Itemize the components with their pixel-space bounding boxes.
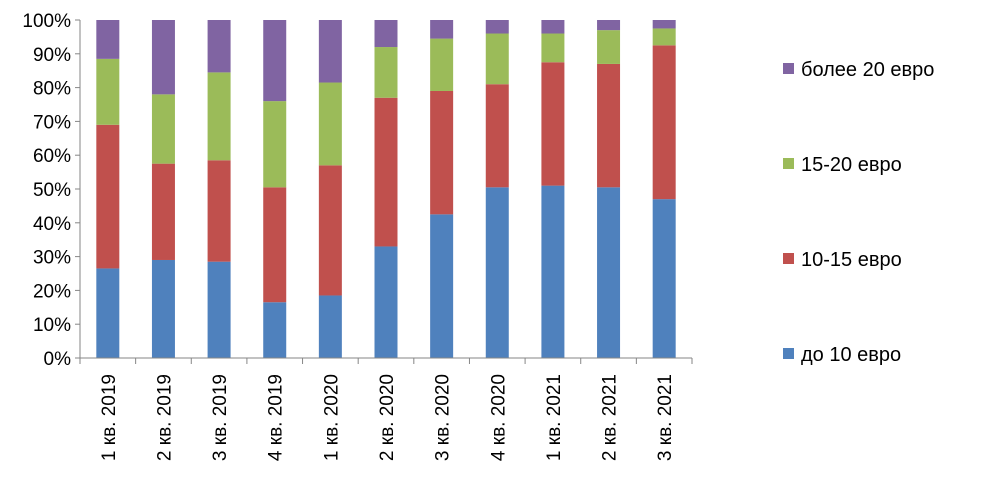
legend-label: 15-20 евро (801, 154, 902, 176)
bar-segment-7-series-1 (430, 214, 454, 358)
bar-segment-4-series-4 (263, 20, 287, 102)
bar-segment-9-series-3 (541, 33, 565, 63)
legend-label: более 20 евро (801, 59, 934, 81)
bar-segment-3-series-4 (207, 20, 231, 73)
x-category-label: 3 кв. 2019 (210, 374, 231, 461)
x-category-label: 1 кв. 2021 (544, 374, 565, 461)
x-category-label: 2 кв. 2020 (377, 374, 398, 461)
y-tick-label: 50% (33, 180, 71, 201)
bar-segment-9-series-1 (541, 185, 565, 358)
bar-segment-7-series-4 (430, 20, 454, 39)
legend: более 20 евро 15-20 евро 10-15 евро до 10 е… (783, 59, 934, 366)
bar-segment-4-series-1 (263, 302, 287, 358)
bar-segment-11-series-3 (652, 28, 676, 46)
bar-segment-2-series-3 (151, 94, 175, 164)
bar-segment-8-series-1 (485, 187, 509, 358)
x-category-label: 3 кв. 2021 (655, 374, 676, 461)
y-tick-label: 60% (33, 146, 71, 167)
y-tick-label: 80% (33, 79, 71, 100)
bar-segment-9-series-2 (541, 62, 565, 186)
y-tick-label: 40% (33, 214, 71, 235)
legend-swatch (783, 158, 794, 169)
bar-segment-9-series-4 (541, 20, 565, 34)
bar-segment-1-series-3 (96, 58, 120, 125)
bar-segment-11-series-4 (652, 20, 676, 29)
bar-segment-10-series-1 (597, 187, 621, 358)
legend-swatch (783, 63, 794, 74)
y-tick-label: 0% (44, 349, 72, 370)
bar-segment-6-series-3 (374, 47, 398, 98)
x-category-label: 4 кв. 2020 (488, 374, 509, 461)
bar-segment-5-series-1 (318, 295, 342, 358)
bar-segment-6-series-4 (374, 20, 398, 48)
legend-swatch (783, 253, 794, 264)
bar-segment-5-series-3 (318, 82, 342, 166)
x-category-label: 2 кв. 2019 (154, 374, 175, 461)
bar-segment-4-series-2 (263, 187, 287, 303)
y-tick-label: 20% (33, 281, 71, 302)
bar-segment-2-series-2 (151, 163, 175, 260)
x-category-label: 3 кв. 2020 (433, 374, 454, 461)
x-category-label: 4 кв. 2019 (266, 374, 287, 461)
y-tick-labels: 0% 10% 20% 30% 40% 50% 60% 70% 80% 90% 100% (22, 11, 71, 370)
bar-segment-5-series-2 (318, 165, 342, 296)
x-category-label: 1 кв. 2019 (99, 374, 120, 461)
y-tick-label: 100% (22, 11, 71, 32)
bar-segment-11-series-1 (652, 199, 676, 358)
bar-segment-3-series-2 (207, 160, 231, 262)
bar-segment-3-series-1 (207, 261, 231, 358)
bar-segment-10-series-2 (597, 63, 621, 188)
bar-segment-6-series-2 (374, 97, 398, 247)
bar-segment-2-series-4 (151, 20, 175, 95)
legend-label: 10-15 евро (801, 249, 902, 271)
bar-segment-7-series-3 (430, 38, 454, 91)
bar-segment-2-series-1 (151, 259, 175, 358)
legend-label: до 10 евро (801, 344, 901, 366)
bar-segment-8-series-4 (485, 20, 509, 34)
bar-segment-11-series-2 (652, 45, 676, 200)
bar-segment-7-series-2 (430, 90, 454, 215)
y-tick-label: 70% (33, 112, 71, 133)
bar-segment-5-series-4 (318, 20, 342, 83)
bars-group (96, 20, 676, 358)
x-category-labels: 1 кв. 2019 2 кв. 2019 3 кв. 2019 4 кв. 2019… (99, 374, 676, 461)
y-tick-label: 10% (33, 315, 71, 336)
axes-group (75, 19, 693, 364)
bar-segment-1-series-1 (96, 268, 120, 358)
bar-segment-8-series-2 (485, 84, 509, 188)
bar-segment-10-series-4 (597, 20, 621, 31)
bar-segment-1-series-2 (96, 124, 120, 269)
bar-segment-6-series-1 (374, 246, 398, 358)
bar-segment-3-series-3 (207, 72, 231, 161)
bar-segment-10-series-3 (597, 30, 621, 64)
bar-segment-8-series-3 (485, 33, 509, 85)
x-category-label: 1 кв. 2020 (321, 374, 342, 461)
y-tick-label: 30% (33, 248, 71, 269)
bar-segment-4-series-3 (263, 101, 287, 188)
legend-swatch (783, 348, 794, 359)
x-category-label: 2 кв. 2021 (600, 374, 621, 461)
bar-segment-1-series-4 (96, 20, 120, 59)
y-tick-label: 90% (33, 45, 71, 66)
